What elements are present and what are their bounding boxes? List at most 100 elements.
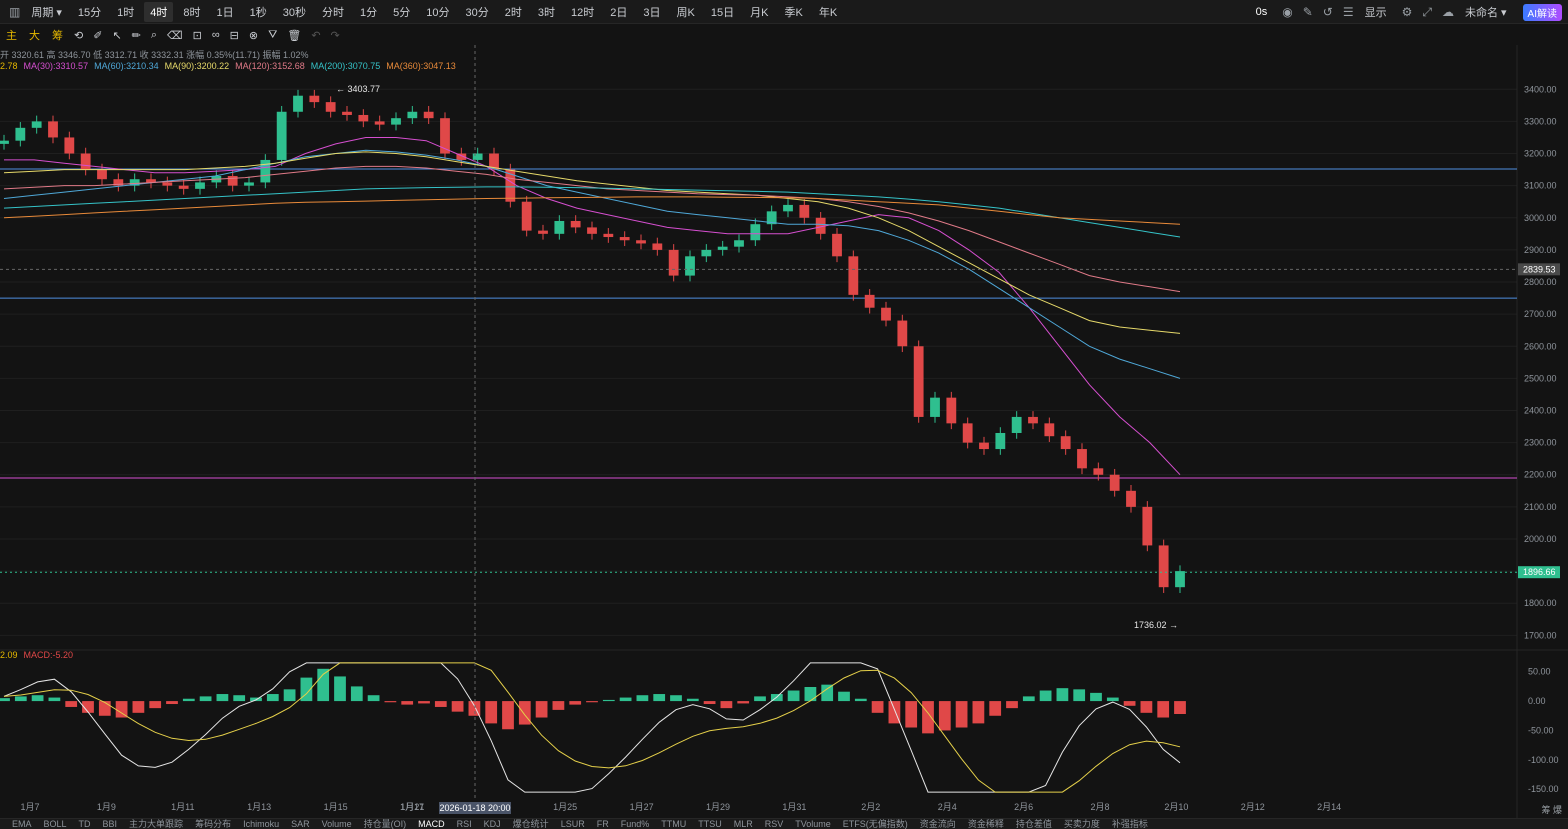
- indicator-tab-6[interactable]: 筹码分布: [195, 819, 232, 829]
- indicator-tab-22[interactable]: TVolume: [795, 819, 831, 829]
- cursor-icon[interactable]: ↖: [112, 29, 122, 42]
- fullscreen-icon[interactable]: ⤢: [1422, 4, 1432, 19]
- indicator-tab-1[interactable]: EMA: [12, 819, 32, 829]
- macd-histogram-bar: [586, 701, 598, 703]
- indicator-tab-5[interactable]: 主力大单跟踪: [129, 819, 184, 829]
- macd-histogram-bar: [670, 695, 682, 702]
- indicator-tab-16[interactable]: FR: [596, 819, 609, 829]
- lock-icon[interactable]: ⊡: [192, 29, 202, 42]
- eraser-icon[interactable]: ⌫: [167, 29, 183, 42]
- measure-icon[interactable]: ⊟: [229, 29, 239, 42]
- filter-icon[interactable]: ⛛: [268, 28, 278, 41]
- interval-20[interactable]: 季K: [784, 6, 803, 19]
- indicator-tab-28[interactable]: 补强指标: [1111, 819, 1148, 829]
- indicator-tab-18[interactable]: TTMU: [661, 819, 687, 829]
- trash-icon[interactable]: 🗑: [287, 29, 302, 42]
- interval-0[interactable]: 15分: [77, 6, 102, 19]
- macd-histogram-bar: [922, 701, 934, 734]
- indicator-tab-7[interactable]: Ichimoku: [243, 819, 280, 829]
- brush-icon[interactable]: ✐: [93, 29, 103, 42]
- price-tick-label: 3000.00: [1524, 213, 1557, 223]
- candle-body: [881, 307, 891, 321]
- settings-icon[interactable]: ⚙: [1401, 5, 1413, 19]
- indicator-tab-20[interactable]: MLR: [733, 819, 753, 829]
- macd-histogram-bar: [821, 684, 834, 702]
- indicator-tab-15[interactable]: LSUR: [560, 819, 585, 829]
- indicator-tab-10[interactable]: 持仓量(OI): [363, 819, 407, 829]
- ai-interpret-button[interactable]: AI解读: [1522, 3, 1562, 21]
- interval-17[interactable]: 周K: [676, 6, 695, 19]
- layout-name-dropdown[interactable]: 未命名 ▾: [1464, 7, 1507, 19]
- indicator-tab-17[interactable]: Fund%: [620, 819, 650, 829]
- magnet-snap-icon[interactable]: ⊗: [248, 29, 259, 42]
- redo-draw-icon[interactable]: ↷: [330, 29, 340, 42]
- indicator-tab-25[interactable]: 资金稀释: [967, 819, 1004, 829]
- undo-icon[interactable]: ↺: [1322, 5, 1333, 19]
- indicator-tab-24[interactable]: 资金流向: [919, 819, 956, 829]
- indicator-tab-2[interactable]: BOLL: [43, 819, 67, 829]
- interval-8[interactable]: 1分: [360, 6, 378, 19]
- ma-legend-item: MA(360):3047.13: [386, 61, 456, 71]
- pen-icon[interactable]: ✎: [1302, 5, 1313, 19]
- ma-legend-item: MA(200):3070.75: [310, 61, 381, 71]
- indicator-tab-27[interactable]: 买卖力度: [1063, 819, 1100, 829]
- macd-histogram-bar: [703, 701, 716, 705]
- interval-9[interactable]: 5分: [393, 6, 411, 19]
- indicator-tab-13[interactable]: KDJ: [483, 819, 501, 829]
- indicator-tab-14[interactable]: 爆仓统计: [512, 819, 549, 829]
- macd-histogram-bar: [602, 699, 615, 702]
- date-tick-label: 1月11: [171, 802, 194, 812]
- candle-body: [913, 346, 924, 417]
- toolbar-right: 0s ◉ ✎ ↺ ☰ 显示 ⚙ ⤢ ☁ 未命名 ▾ AI解读: [1250, 0, 1562, 24]
- candle-body: [848, 256, 859, 295]
- indicator-tab-8[interactable]: SAR: [291, 819, 310, 829]
- pencil-icon[interactable]: ✏: [131, 29, 141, 42]
- menu-icon[interactable]: ☰: [1342, 5, 1354, 19]
- main-indicator-toggle[interactable]: 主: [6, 30, 17, 42]
- indicator-tab-12[interactable]: RSI: [456, 819, 472, 829]
- interval-7[interactable]: 分时: [322, 6, 345, 19]
- candle-body: [701, 249, 712, 257]
- display-button[interactable]: 显示: [1364, 7, 1387, 19]
- candle-body: [1175, 571, 1185, 588]
- interval-6[interactable]: 30秒: [282, 6, 307, 19]
- interval-11[interactable]: 30分: [465, 6, 489, 19]
- chip-toggle[interactable]: 筹: [52, 30, 63, 42]
- interval-12[interactable]: 2时: [504, 6, 522, 19]
- interval-5[interactable]: 1秒: [249, 6, 267, 19]
- link-icon[interactable]: ∞: [211, 29, 220, 41]
- interval-10[interactable]: 10分: [426, 6, 450, 19]
- zoom-icon[interactable]: ⌕: [150, 28, 158, 41]
- interval-18[interactable]: 15日: [710, 6, 735, 19]
- interval-2[interactable]: 4时: [144, 1, 174, 22]
- interval-13[interactable]: 3时: [537, 6, 556, 19]
- magnet-icon[interactable]: ⟲: [74, 29, 84, 42]
- indicator-tab-19[interactable]: TTSU: [698, 819, 722, 829]
- interval-4[interactable]: 1日: [216, 6, 234, 19]
- interval-19[interactable]: 月K: [750, 6, 769, 19]
- interval-14[interactable]: 12时: [571, 6, 595, 19]
- cloud-icon[interactable]: ☁: [1441, 5, 1454, 19]
- big-order-toggle[interactable]: 大: [29, 30, 40, 42]
- indicator-tab-9[interactable]: Volume: [321, 819, 352, 829]
- interval-16[interactable]: 3日: [643, 6, 661, 19]
- camera-icon[interactable]: ◉: [1282, 5, 1293, 19]
- bar-chart-icon[interactable]: ▥: [9, 4, 21, 19]
- undo-draw-icon[interactable]: ↶: [311, 29, 321, 42]
- interval-15[interactable]: 2日: [610, 6, 628, 19]
- candle-body: [293, 95, 303, 112]
- interval-1[interactable]: 1时: [117, 6, 135, 19]
- indicator-tab-3[interactable]: TD: [78, 819, 91, 829]
- indicator-tab-21[interactable]: RSV: [764, 819, 784, 829]
- indicator-tab-23[interactable]: ETFS(无偏指数): [842, 819, 908, 829]
- period-dropdown[interactable]: 周期 ▾: [31, 6, 62, 19]
- macd-histogram-bar: [888, 701, 901, 724]
- candle-body: [587, 227, 597, 234]
- interval-21[interactable]: 年K: [818, 6, 838, 19]
- indicator-tab-11[interactable]: MACD: [418, 819, 445, 829]
- indicator-tab-26[interactable]: 持仓差值: [1015, 819, 1052, 829]
- indicator-tab-4[interactable]: BBI: [102, 819, 118, 829]
- interval-3[interactable]: 8时: [183, 6, 201, 19]
- macd-dif-line: [3, 662, 1181, 793]
